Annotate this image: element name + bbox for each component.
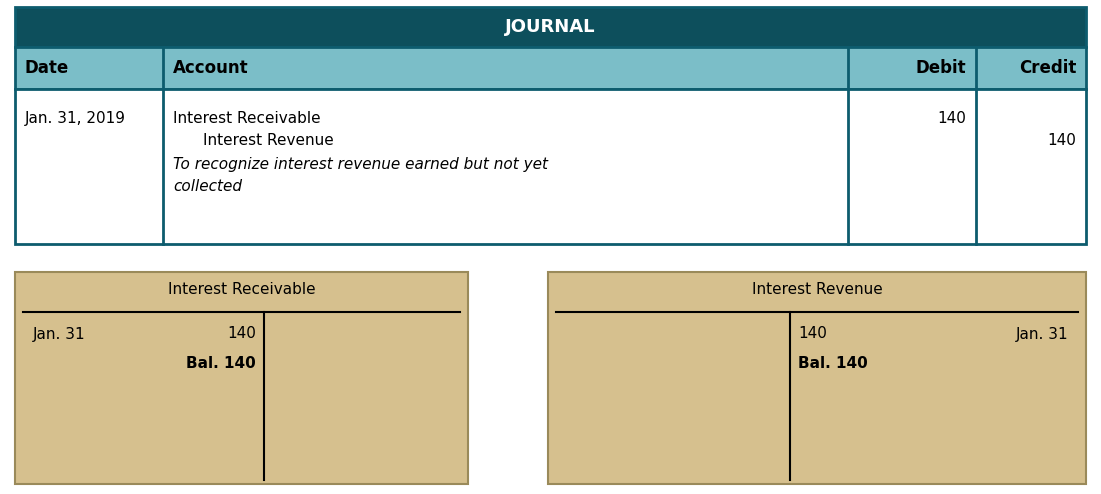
Text: Date: Date (25, 59, 69, 77)
Bar (15, 7, 1086, 47)
Text: JOURNAL: JOURNAL (505, 18, 596, 36)
Bar (15, 272, 468, 484)
Text: Jan. 31, 2019: Jan. 31, 2019 (25, 111, 126, 126)
Text: Interest Receivable: Interest Receivable (167, 283, 315, 297)
Bar (15, 89, 1086, 244)
Text: Account: Account (173, 59, 249, 77)
Text: 140: 140 (227, 327, 257, 341)
Text: Interest Receivable: Interest Receivable (173, 111, 320, 126)
Text: 140: 140 (798, 327, 827, 341)
Bar (15, 47, 1086, 89)
Text: Bal. 140: Bal. 140 (798, 357, 868, 371)
Text: Jan. 31: Jan. 31 (33, 327, 86, 341)
Text: 140: 140 (1047, 133, 1076, 148)
Text: Debit: Debit (915, 59, 966, 77)
Text: To recognize interest revenue earned but not yet: To recognize interest revenue earned but… (173, 157, 548, 172)
Bar (548, 272, 1086, 484)
Text: Jan. 31: Jan. 31 (1015, 327, 1068, 341)
Text: Interest Revenue: Interest Revenue (203, 133, 334, 148)
Text: Interest Revenue: Interest Revenue (752, 283, 882, 297)
Text: Bal. 140: Bal. 140 (186, 357, 257, 371)
Text: collected: collected (173, 179, 242, 194)
Text: Credit: Credit (1018, 59, 1076, 77)
Text: 140: 140 (937, 111, 966, 126)
